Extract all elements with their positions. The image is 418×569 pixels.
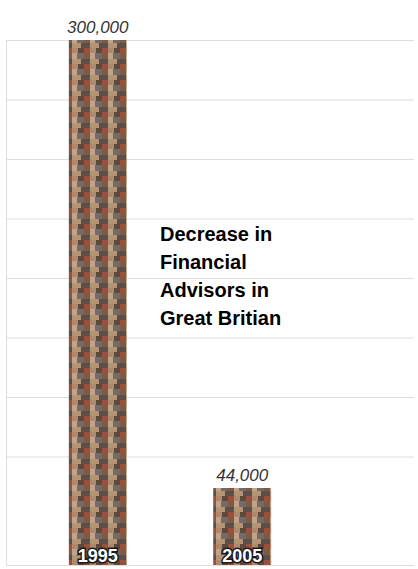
chart: 300,000 44,000 1995 2005 Decrease inFinancia…	[0, 0, 418, 569]
grid-line	[6, 159, 414, 160]
grid-line	[6, 338, 414, 339]
data-label: 44,000	[216, 466, 269, 485]
y-tick	[6, 40, 414, 41]
grid-line	[6, 565, 414, 566]
y-axis-line	[6, 41, 7, 566]
y-tick	[6, 338, 414, 339]
y-tick	[6, 397, 414, 398]
grid-line	[6, 40, 414, 41]
grid-line	[6, 397, 414, 398]
y-grid	[6, 41, 414, 566]
bars	[69, 40, 271, 565]
data-label: 300,000	[67, 18, 129, 37]
y-tick	[6, 565, 414, 566]
title: Decrease inFinancialAdvisors inGreat Bri…	[160, 223, 281, 329]
category-label: 1995	[78, 546, 118, 566]
labels: 300,000 44,000 1995 2005 Decrease inFinancia…	[67, 18, 281, 566]
bar	[69, 40, 127, 565]
grid-line	[6, 100, 414, 101]
grid-line	[6, 457, 414, 458]
y-tick	[6, 100, 414, 101]
bar-texture	[213, 488, 271, 565]
y-tick	[6, 457, 414, 458]
y-tick	[6, 219, 414, 220]
bar-texture	[69, 40, 127, 565]
bar	[213, 488, 271, 565]
y-tick	[6, 159, 414, 160]
grid-line	[6, 219, 414, 220]
category-label: 2005	[222, 546, 262, 566]
